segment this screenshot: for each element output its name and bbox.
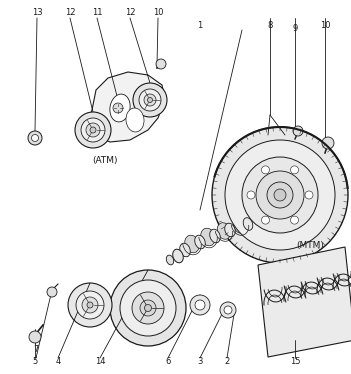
Text: 3: 3	[197, 358, 203, 367]
Text: 12: 12	[125, 7, 135, 16]
Text: 13: 13	[32, 7, 42, 16]
Circle shape	[28, 131, 42, 145]
Circle shape	[261, 216, 270, 224]
Ellipse shape	[173, 249, 183, 263]
Ellipse shape	[126, 108, 144, 132]
Ellipse shape	[225, 223, 235, 237]
Circle shape	[87, 302, 93, 308]
Text: 11: 11	[92, 7, 102, 16]
Text: 4: 4	[55, 358, 61, 367]
Circle shape	[322, 137, 334, 149]
Circle shape	[47, 287, 57, 297]
Circle shape	[75, 112, 111, 148]
Circle shape	[120, 280, 176, 336]
Ellipse shape	[233, 217, 247, 233]
Text: 9: 9	[292, 24, 298, 33]
Ellipse shape	[195, 235, 205, 249]
Circle shape	[195, 300, 205, 310]
Ellipse shape	[201, 228, 215, 246]
Text: 6: 6	[165, 358, 171, 367]
Ellipse shape	[180, 243, 190, 257]
Circle shape	[224, 306, 232, 314]
Circle shape	[110, 270, 186, 346]
Circle shape	[291, 166, 298, 174]
Circle shape	[113, 103, 123, 113]
Circle shape	[225, 140, 335, 250]
Circle shape	[140, 300, 156, 316]
Circle shape	[68, 283, 112, 327]
Circle shape	[133, 83, 167, 117]
Polygon shape	[258, 247, 351, 357]
Ellipse shape	[243, 218, 253, 230]
Circle shape	[256, 171, 304, 219]
Circle shape	[274, 189, 286, 201]
Circle shape	[156, 59, 166, 69]
Text: 10: 10	[320, 21, 330, 30]
Text: 8: 8	[267, 21, 273, 30]
Ellipse shape	[166, 255, 174, 265]
Text: 14: 14	[95, 358, 105, 367]
Circle shape	[139, 89, 161, 111]
Text: 12: 12	[65, 7, 75, 16]
Circle shape	[132, 292, 164, 324]
Text: 5: 5	[32, 358, 38, 367]
Ellipse shape	[210, 229, 220, 243]
Circle shape	[261, 166, 270, 174]
Circle shape	[147, 98, 152, 102]
Ellipse shape	[185, 235, 199, 253]
Circle shape	[86, 123, 100, 137]
Circle shape	[32, 135, 39, 141]
Text: 15: 15	[290, 358, 300, 367]
Circle shape	[81, 118, 105, 142]
Circle shape	[220, 302, 236, 318]
Text: (MTM): (MTM)	[296, 240, 324, 249]
Circle shape	[291, 216, 298, 224]
Text: 7: 7	[33, 346, 39, 355]
Text: 1: 1	[197, 21, 203, 30]
Circle shape	[90, 127, 96, 133]
Circle shape	[82, 297, 98, 313]
Circle shape	[29, 331, 41, 343]
Circle shape	[190, 295, 210, 315]
Circle shape	[76, 291, 104, 319]
Ellipse shape	[217, 223, 231, 239]
Circle shape	[212, 127, 348, 263]
Polygon shape	[88, 72, 165, 142]
Circle shape	[144, 94, 156, 106]
Circle shape	[305, 191, 313, 199]
Ellipse shape	[110, 94, 130, 122]
Circle shape	[145, 304, 152, 312]
Circle shape	[293, 126, 303, 136]
Circle shape	[247, 191, 255, 199]
Text: 2: 2	[224, 358, 230, 367]
Text: 10: 10	[153, 7, 163, 16]
Text: (ATM): (ATM)	[92, 156, 118, 165]
Circle shape	[267, 182, 293, 208]
Circle shape	[242, 157, 318, 233]
